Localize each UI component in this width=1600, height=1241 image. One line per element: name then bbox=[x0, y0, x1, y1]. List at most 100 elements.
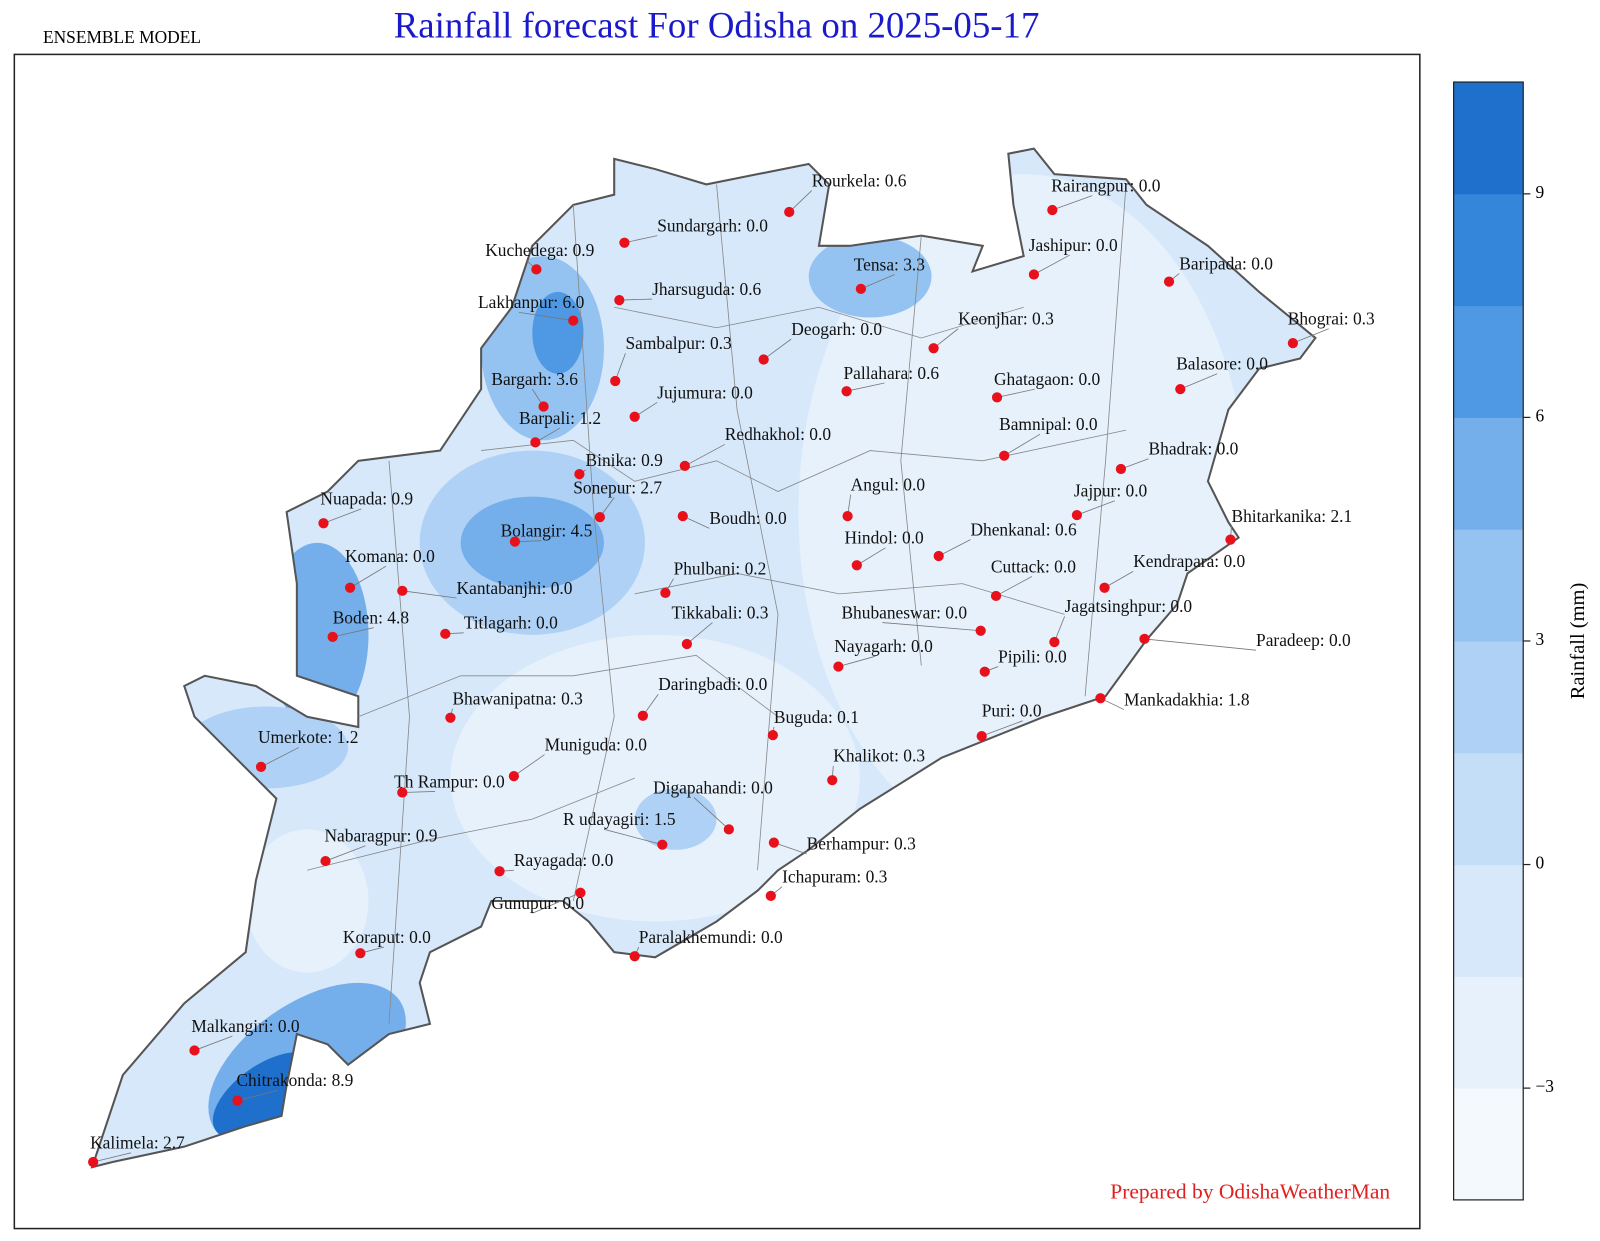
station-label: Balasore: 0.0 bbox=[1176, 354, 1268, 374]
station-label: Redhakhol: 0.0 bbox=[725, 424, 832, 444]
station-dot bbox=[610, 375, 621, 387]
station-label: Khalikot: 0.3 bbox=[833, 746, 925, 766]
station-label: Keonjhar: 0.3 bbox=[958, 309, 1054, 329]
station-dot bbox=[494, 866, 505, 877]
district-lines bbox=[307, 184, 1127, 1024]
leader-line bbox=[402, 590, 457, 599]
station-dot bbox=[355, 948, 366, 959]
station-dot bbox=[1095, 693, 1106, 704]
station-label: Deogarh: 0.0 bbox=[791, 319, 882, 339]
colorbar-band bbox=[1453, 82, 1524, 195]
station-dot bbox=[508, 770, 520, 782]
station-dot bbox=[1287, 337, 1299, 349]
station-label: Umerkote: 1.2 bbox=[258, 727, 358, 747]
station-dot bbox=[568, 315, 579, 326]
leader-line bbox=[93, 1152, 132, 1163]
leader-line bbox=[860, 274, 895, 290]
leader-line bbox=[1144, 638, 1257, 651]
station-dot bbox=[784, 206, 795, 218]
leader-line bbox=[788, 190, 813, 213]
station-dot bbox=[637, 710, 648, 721]
leader-line bbox=[938, 539, 971, 557]
colorbar-band bbox=[1453, 976, 1524, 1089]
station-label: R udayagiri: 1.5 bbox=[563, 809, 676, 829]
leader-line bbox=[1104, 571, 1134, 589]
station-label: Malkangiri: 0.0 bbox=[191, 1016, 299, 1036]
station-label: Muniguda: 0.0 bbox=[545, 734, 648, 754]
leader-line bbox=[1052, 195, 1093, 211]
credit: Prepared by OdishaWeatherMan bbox=[1110, 1180, 1390, 1204]
station-label: Lakhanpur: 6.0 bbox=[478, 292, 585, 312]
field-patch bbox=[532, 291, 584, 374]
leader-line bbox=[933, 328, 959, 349]
station-label: Bhadrak: 0.0 bbox=[1149, 439, 1239, 459]
station-dot bbox=[660, 587, 671, 598]
colorbar-band bbox=[1453, 305, 1524, 418]
station-dot bbox=[976, 731, 987, 742]
station-label: Digapahandi: 0.0 bbox=[653, 777, 773, 797]
leader-line bbox=[325, 845, 366, 862]
station-label: Pallahara: 0.6 bbox=[844, 363, 940, 383]
station-dot bbox=[933, 550, 944, 562]
field-patch bbox=[450, 634, 860, 922]
leader-line bbox=[532, 892, 581, 914]
station-label: Bhawanipatna: 0.3 bbox=[452, 688, 583, 708]
leader-line bbox=[402, 791, 436, 793]
leader-line bbox=[237, 1089, 278, 1101]
station-label: Baripada: 0.0 bbox=[1179, 253, 1273, 273]
station-label: Sambalpur: 0.3 bbox=[625, 333, 732, 353]
station-dot bbox=[827, 775, 838, 786]
map-title: Rainfall forecast For Odisha on 2025-05-… bbox=[394, 4, 1040, 45]
station-label: Buguda: 0.1 bbox=[774, 707, 859, 727]
station-dot bbox=[768, 837, 780, 848]
station-dot bbox=[232, 1095, 243, 1106]
station-label: Tensa: 3.3 bbox=[854, 254, 926, 274]
station-label: Gunupur: 0.0 bbox=[491, 893, 584, 913]
station-dot bbox=[677, 510, 688, 522]
station-dot bbox=[1071, 509, 1083, 521]
station-label: Sundargarh: 0.0 bbox=[657, 215, 768, 235]
station-dot bbox=[842, 510, 853, 522]
station-dot bbox=[1099, 582, 1110, 593]
leader-line bbox=[856, 547, 886, 566]
district-boundaries bbox=[307, 184, 1127, 1024]
leader-line bbox=[846, 382, 885, 392]
station-dot bbox=[928, 343, 939, 354]
leader-line bbox=[763, 338, 792, 360]
station-label: Komana: 0.0 bbox=[345, 546, 435, 566]
colorbar-tick-label: 9 bbox=[1536, 182, 1545, 202]
station-label: Boudh: 0.0 bbox=[709, 508, 787, 528]
station-dot bbox=[851, 560, 862, 571]
station-dot bbox=[530, 437, 541, 448]
leader-line bbox=[838, 655, 876, 667]
station-dot bbox=[509, 536, 521, 547]
station-label: Dhenkanal: 0.6 bbox=[970, 519, 1077, 539]
colorbar-tick-label: 3 bbox=[1536, 629, 1545, 649]
colorbar-band bbox=[1453, 752, 1524, 866]
leader-line bbox=[603, 828, 663, 846]
station-label: Bamnipal: 0.0 bbox=[999, 414, 1098, 434]
colorbar-label: Rainfall (mm) bbox=[1567, 583, 1589, 700]
station-label: Titlagarh: 0.0 bbox=[464, 613, 558, 633]
station-dot bbox=[841, 386, 852, 397]
station-dot bbox=[1115, 463, 1127, 475]
station-dot bbox=[855, 283, 867, 294]
station-label: Binika: 0.9 bbox=[586, 450, 663, 470]
leader-line bbox=[624, 235, 658, 244]
station-label: Mankadakhia: 1.8 bbox=[1124, 689, 1250, 709]
station-dot bbox=[327, 631, 338, 642]
leader-line bbox=[260, 747, 300, 768]
station-dot bbox=[614, 294, 625, 306]
colorbar: −3 0 3 6 9 bbox=[1453, 81, 1554, 1201]
leader-line bbox=[1033, 254, 1070, 275]
station-dot bbox=[1047, 204, 1058, 216]
station-label: Hindol: 0.0 bbox=[845, 528, 925, 548]
station-dot bbox=[531, 264, 542, 275]
station-dot bbox=[975, 625, 986, 636]
colorbar-band bbox=[1453, 1088, 1524, 1201]
station-label: Chitrakonda: 8.9 bbox=[236, 1070, 353, 1090]
station-label: Phulbani: 0.2 bbox=[674, 558, 767, 578]
station-label: Daringbadi: 0.0 bbox=[658, 674, 767, 694]
station-label: Berhampur: 0.3 bbox=[807, 834, 916, 854]
station-label: Kendrapara: 0.0 bbox=[1133, 551, 1245, 571]
